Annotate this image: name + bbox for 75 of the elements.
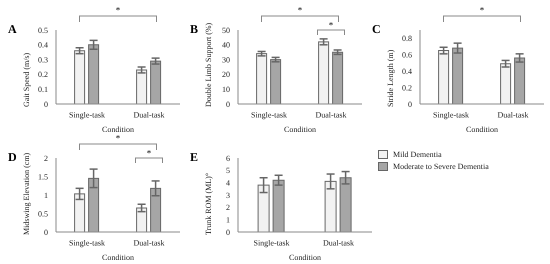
y-tick-label: 1.5: [38, 172, 48, 182]
text: *: [296, 5, 304, 15]
chart-title: A: [8, 22, 17, 37]
bar: [136, 207, 148, 232]
legend-label: Mild Dementia: [393, 150, 442, 159]
annotation: *: [328, 20, 334, 30]
y-tick-label: 0: [226, 100, 230, 109]
y-axis-title: Trunk ROM (ML)°: [204, 172, 213, 235]
x-axis-title: Condition: [102, 125, 134, 134]
text: *: [114, 5, 122, 15]
x-tick-label: Dual-task: [133, 238, 165, 248]
y-tick-label: 0.3: [38, 55, 48, 64]
x-axis-title: Condition: [288, 253, 322, 262]
y-tick-label: 0.4: [402, 66, 412, 76]
y-tick-label: 0: [44, 100, 48, 109]
y-tick-label: 10: [222, 85, 230, 94]
x-tick-label: Dual-task: [133, 110, 165, 120]
y-tick-label: 0.8: [402, 34, 412, 44]
chart-title: B: [190, 22, 198, 37]
y-tick-label: 30: [222, 55, 230, 64]
x-tick-label: Single-task: [251, 110, 287, 120]
y-tick-label: 0: [226, 228, 230, 237]
y-axis-title: Double Limb Support (%): [204, 22, 213, 107]
y-tick-label: 50: [222, 26, 230, 35]
y-tick-label: 0.2: [402, 83, 412, 92]
bar: [256, 53, 268, 104]
x-axis-title: Condition: [466, 125, 498, 134]
x-axis-title: Condition: [284, 125, 316, 134]
y-tick-label: 20: [222, 70, 230, 80]
y-axis-title: Midswing Elevation (cm): [22, 152, 31, 235]
bar: [332, 52, 344, 104]
y-tick-label: 0: [44, 228, 48, 237]
bar: [270, 59, 282, 104]
y-tick-label: 1: [44, 190, 48, 200]
bar: [500, 63, 512, 104]
y-tick-label: 40: [222, 40, 230, 50]
bar: [318, 41, 330, 104]
text: *: [114, 133, 122, 143]
y-tick-label: 0.1: [38, 85, 48, 94]
x-tick-label: Dual-task: [322, 238, 354, 248]
chart-title: D: [8, 150, 17, 165]
y-tick-label: 4: [226, 178, 230, 188]
chart-title: E: [190, 150, 198, 165]
bar: [514, 57, 526, 104]
bar: [136, 69, 148, 104]
text: *: [478, 5, 486, 15]
y-tick-label: 0.4: [38, 40, 48, 50]
y-tick-label: 0.2: [38, 70, 48, 80]
legend-label: Moderate to Severe Dementia: [393, 162, 489, 171]
y-tick-label: 5: [226, 166, 230, 176]
y-axis-title: Gait Speed (m/s): [22, 52, 31, 107]
y-tick-label: 0.5: [38, 209, 48, 218]
x-tick-label: Dual-task: [497, 110, 529, 120]
x-tick-label: Single-task: [254, 238, 290, 248]
bar: [438, 50, 450, 104]
y-tick-label: 0.5: [38, 26, 48, 35]
chart-title: C: [372, 22, 381, 37]
x-tick-label: Single-task: [69, 110, 105, 120]
bar: [88, 44, 100, 104]
y-tick-label: 2: [44, 154, 48, 163]
y-axis-title: Stride Length (m): [386, 49, 395, 107]
y-tick-label: 1: [226, 216, 230, 225]
y-tick-label: 6: [226, 154, 230, 163]
y-tick-label: 3: [226, 190, 230, 200]
x-tick-label: Dual-task: [315, 110, 347, 120]
x-axis-title: Condition: [102, 253, 134, 262]
y-tick-label: 0.6: [402, 50, 412, 60]
y-tick-label: 2: [226, 203, 230, 212]
x-tick-label: Single-task: [433, 110, 469, 120]
bar: [74, 50, 86, 104]
annotation: *: [146, 148, 152, 158]
y-tick-label: 0: [408, 100, 412, 109]
bar: [150, 60, 162, 104]
bar: [272, 180, 285, 232]
x-tick-label: Single-task: [69, 238, 105, 248]
